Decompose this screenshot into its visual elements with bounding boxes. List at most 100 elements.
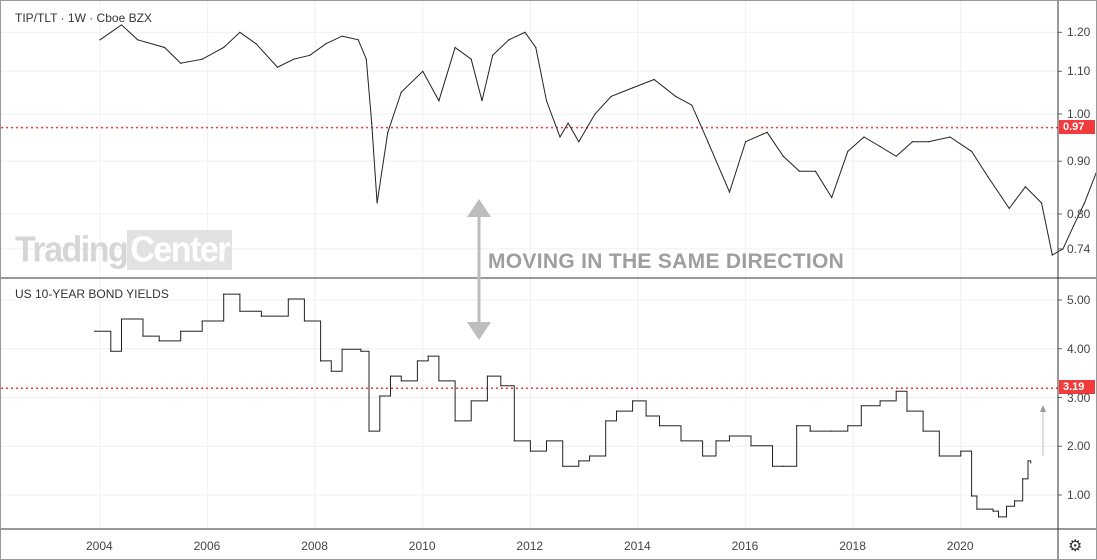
x-tick-label: 2016	[731, 539, 759, 553]
data-point	[1014, 500, 1016, 502]
data-point	[454, 46, 456, 49]
data-point	[500, 385, 502, 387]
data-point	[309, 54, 311, 56]
y-tick-label: 0.90	[1067, 154, 1091, 169]
data-point	[949, 136, 951, 138]
data-point	[1051, 254, 1053, 256]
data-point	[782, 465, 784, 467]
data-point	[158, 340, 160, 342]
data-point	[707, 141, 709, 143]
data-point	[782, 155, 784, 157]
y-tick-label: 0.80	[1067, 206, 1091, 221]
data-point	[239, 310, 241, 312]
y-tick-label: 1.20	[1067, 25, 1091, 40]
data-point	[766, 131, 768, 133]
data-point	[588, 455, 591, 457]
data-point	[1073, 224, 1075, 226]
data-point	[675, 95, 677, 98]
data-point	[680, 440, 682, 442]
y-tick-label: 0.74	[1067, 241, 1091, 256]
data-point	[567, 122, 569, 124]
data-point	[976, 508, 978, 510]
y-tick-label: 1.00	[1067, 107, 1091, 121]
data-point	[529, 450, 532, 452]
data-point	[357, 39, 359, 41]
y-tick-label: 3.00	[1067, 390, 1091, 405]
data-point	[492, 54, 494, 56]
data-point	[223, 46, 225, 49]
data-point	[400, 380, 402, 382]
x-tick-label: 2006	[193, 539, 221, 553]
data-point	[771, 465, 774, 467]
data-point	[1005, 505, 1008, 507]
data-point	[645, 415, 647, 417]
x-tick-label: 2018	[839, 539, 866, 553]
data-point	[728, 191, 731, 193]
data-point	[341, 348, 343, 350]
data-point	[1083, 202, 1086, 204]
data-point	[223, 293, 225, 295]
data-point	[863, 136, 865, 138]
data-point	[486, 375, 488, 377]
watermark-logo: TradingCenter	[15, 230, 232, 271]
data-point	[1030, 462, 1032, 464]
data-point	[615, 410, 618, 412]
data-point	[99, 39, 101, 41]
x-tick-label: 2014	[624, 539, 651, 553]
data-point	[911, 141, 913, 143]
data-point	[260, 315, 262, 317]
data-point	[632, 400, 634, 402]
data-point	[750, 445, 752, 447]
arrow-up-head	[467, 199, 491, 217]
x-tick-label: 2012	[516, 539, 544, 553]
data-point	[239, 31, 241, 33]
data-point	[895, 155, 897, 157]
data-point	[387, 131, 389, 133]
data-point	[691, 104, 693, 106]
data-point	[416, 360, 419, 362]
data-point	[922, 430, 924, 432]
data-point	[1040, 202, 1043, 204]
data-point	[658, 425, 661, 427]
data-point	[701, 455, 704, 457]
data-point	[120, 24, 123, 26]
data-point	[970, 495, 973, 497]
data-point	[325, 43, 327, 45]
data-point	[255, 43, 257, 45]
data-point	[653, 78, 655, 81]
data-point	[470, 400, 472, 402]
gear-icon[interactable]: ⚙	[1068, 538, 1083, 555]
data-point	[1027, 460, 1029, 462]
data-point	[906, 410, 908, 412]
data-point	[163, 46, 166, 49]
arrow-down-head	[467, 322, 491, 340]
data-point	[535, 46, 537, 49]
data-point	[960, 450, 962, 452]
x-tick-label: 2010	[408, 539, 436, 553]
data-point	[578, 141, 580, 143]
data-point	[376, 202, 378, 204]
data-point	[927, 141, 930, 143]
data-point	[559, 136, 561, 138]
data-point	[201, 320, 203, 322]
data-point	[365, 58, 367, 60]
data-point	[422, 70, 424, 72]
data-point	[605, 420, 607, 422]
data-point	[879, 145, 881, 148]
data-point	[796, 425, 798, 427]
data-point	[454, 420, 456, 422]
data-point	[389, 375, 392, 377]
data-point	[438, 100, 440, 102]
data-point	[513, 440, 515, 442]
data-point	[368, 430, 370, 432]
data-point	[545, 440, 548, 442]
annotation-text: MOVING IN THE SAME DIRECTION	[488, 250, 845, 273]
data-point	[110, 350, 112, 352]
data-point	[341, 35, 343, 37]
x-tick-label: 2004	[86, 539, 113, 553]
data-point	[400, 91, 402, 93]
x-tick-label: 2008	[301, 539, 328, 553]
data-point	[938, 455, 940, 457]
